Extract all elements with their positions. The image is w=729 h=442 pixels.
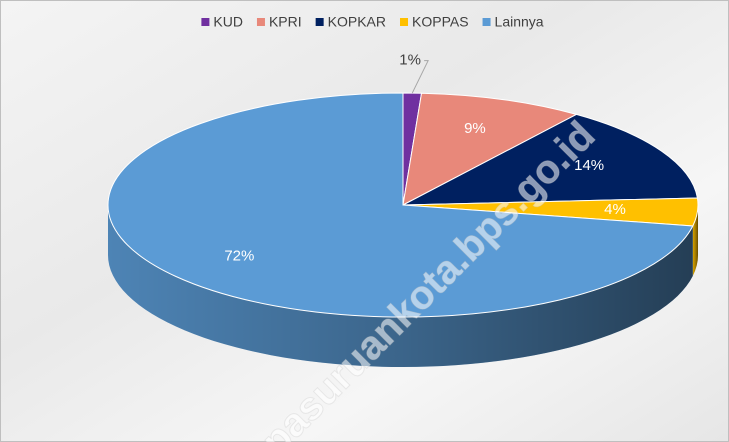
slice <box>107 92 694 318</box>
slice-label: 4% <box>604 201 626 218</box>
slice-side-shade <box>692 205 698 276</box>
slice-label: 1% <box>399 52 421 69</box>
legend-label: KOPKAR <box>328 14 386 30</box>
legend-swatch <box>482 18 491 26</box>
legend-swatch <box>400 18 409 26</box>
slice-label: 14% <box>574 157 604 174</box>
slice-side-shade <box>108 205 693 367</box>
slice-label: 9% <box>464 120 486 137</box>
legend-label: KOPPAS <box>412 14 469 30</box>
legend: KUD KPRI KOPKAR KOPPAS Lainnya <box>201 14 544 30</box>
legend-swatch <box>256 18 265 26</box>
pie: 1% 9% 14% 4% 72% <box>107 52 699 367</box>
slice <box>402 113 699 206</box>
legend-label: KPRI <box>269 14 302 30</box>
leader-line <box>411 60 429 94</box>
slice <box>402 92 578 206</box>
legend-swatch <box>201 18 210 26</box>
legend-label: Lainnya <box>495 14 544 30</box>
slice-label: 72% <box>224 247 254 264</box>
legend-swatch <box>315 18 324 26</box>
legend-label: KUD <box>213 14 243 30</box>
